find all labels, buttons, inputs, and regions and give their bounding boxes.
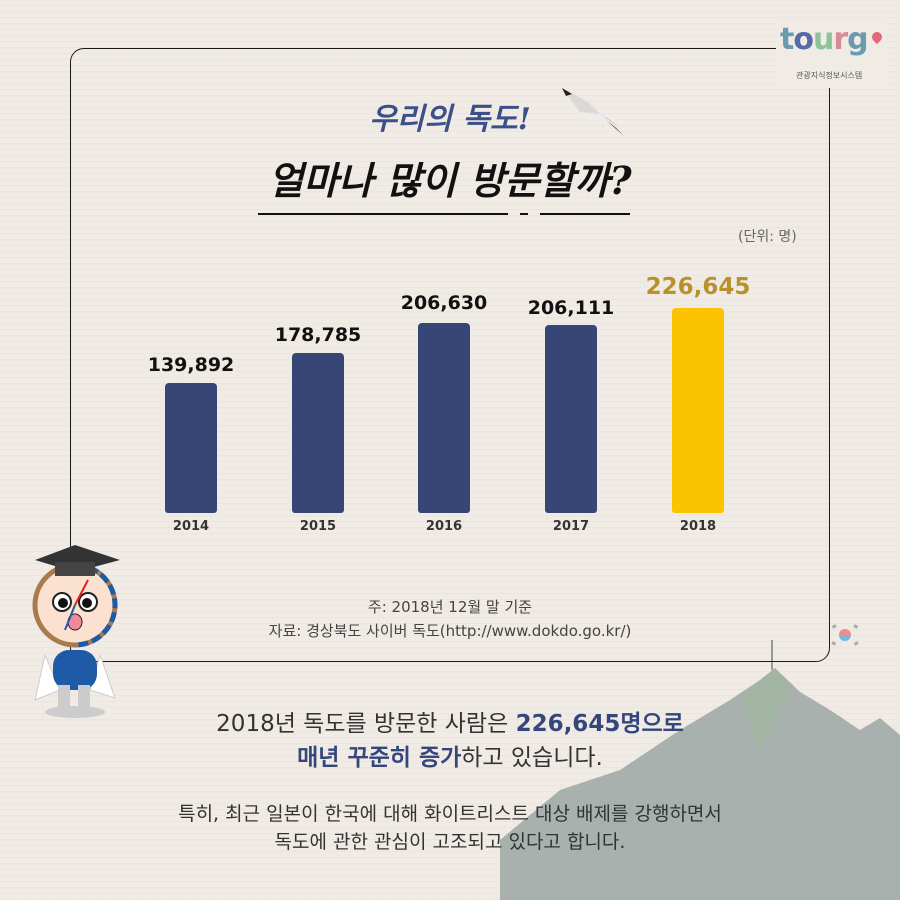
bar-year-2016: 2016 (425, 519, 463, 534)
context-line-2: 독도에 관한 관심이 고조되고 있다고 합니다. (274, 831, 626, 853)
context-message: 특히, 최근 일본이 한국에 대해 화이트리스트 대상 배제를 강행하면서 독도… (0, 800, 900, 856)
chart-frame (70, 48, 830, 662)
dokdo-mountain-illustration (500, 640, 900, 900)
title-underline (540, 213, 630, 215)
logo-wordmark: tourg (780, 22, 869, 57)
bar-2017 (545, 325, 597, 513)
bar-value-2018: 226,645 (645, 274, 751, 300)
tourgo-logo: tourg 관광지식정보시스템 (776, 18, 886, 88)
summary-line-2: 매년 꾸준히 증가하고 있습니다. (297, 745, 603, 771)
note-source: 자료: 경상북도 사이버 독도(http://www.dokdo.go.kr/) (268, 622, 632, 640)
bar-year-2014: 2014 (172, 519, 210, 534)
logo-subtitle: 관광지식정보시스템 (796, 71, 863, 80)
taegeuk-flag-icon (831, 624, 859, 646)
bar-value-2016: 206,630 (400, 292, 488, 314)
mascot-character (32, 545, 120, 718)
bar-value-2015: 178,785 (274, 324, 362, 346)
summary-line-1: 2018년 독도를 방문한 사람은 226,645명으로 (216, 711, 684, 737)
bar-value-2014: 139,892 (147, 354, 235, 376)
title-underline (520, 213, 528, 215)
bar-2016 (418, 323, 470, 513)
bar-2015 (292, 353, 344, 513)
bar-2018 (672, 308, 724, 513)
context-line-1: 특히, 최근 일본이 한국에 대해 화이트리스트 대상 배제를 강행하면서 (178, 803, 722, 825)
bar-year-2017: 2017 (552, 519, 590, 534)
bar-value-2017: 206,111 (527, 297, 615, 319)
location-pin-icon (869, 29, 885, 45)
title-line-1: 우리의 독도! (369, 102, 531, 137)
title-underline (258, 213, 508, 215)
unit-label: (단위: 명) (738, 229, 797, 245)
seagull-icon (562, 88, 628, 140)
bar-year-2015: 2015 (299, 519, 337, 534)
bar-2014 (165, 383, 217, 513)
note-basis: 주: 2018년 12월 말 기준 (367, 598, 533, 616)
summary-message: 2018년 독도를 방문한 사람은 226,645명으로 매년 꾸준히 증가하고… (0, 707, 900, 775)
bar-year-2018: 2018 (679, 519, 717, 534)
title-line-2: 얼마나 많이 방문할까? (268, 158, 632, 203)
